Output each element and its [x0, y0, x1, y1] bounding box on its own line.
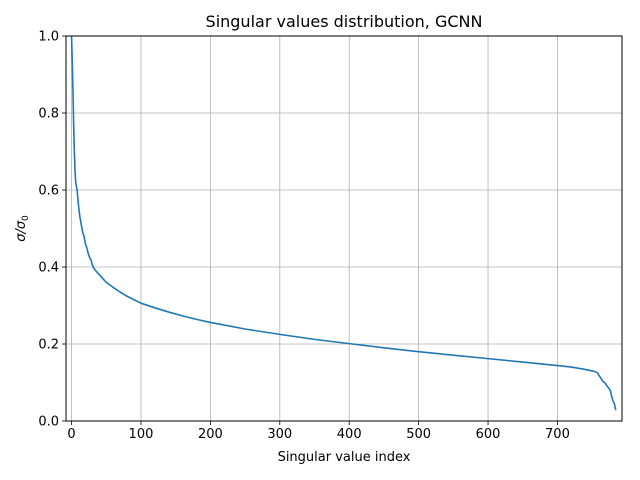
chart-title: Singular values distribution, GCNN	[206, 12, 483, 31]
x-tick-label: 0	[67, 427, 75, 442]
x-tick-label: 400	[337, 427, 362, 442]
plot-frame	[65, 35, 623, 422]
y-tick-label: 0.0	[38, 415, 59, 430]
ticks: 0 100 200 300 400 500 600 700 0.0 0.2 0.4 0.6 0.8 1.0	[38, 30, 570, 443]
y-tick-label: 0.8	[38, 107, 59, 122]
x-tick-label: 600	[476, 427, 501, 442]
x-tick-label: 500	[406, 427, 431, 442]
y-tick-label: 0.6	[38, 184, 59, 199]
y-axis-label: σ/σ0	[14, 215, 31, 242]
x-axis-label: Singular value index	[278, 450, 411, 465]
y-tick-label: 0.2	[38, 338, 59, 353]
y-tick-label: 1.0	[38, 30, 59, 45]
y-axis-label-main: σ/σ	[14, 220, 29, 242]
x-tick-label: 700	[545, 427, 570, 442]
y-axis-label-sub: 0	[21, 215, 31, 221]
y-tick-label: 0.4	[38, 261, 59, 276]
series-line	[70, 35, 617, 411]
x-tick-label: 100	[129, 427, 154, 442]
line-layer	[70, 35, 617, 411]
x-tick-label: 300	[267, 427, 292, 442]
x-tick-label: 200	[198, 427, 223, 442]
